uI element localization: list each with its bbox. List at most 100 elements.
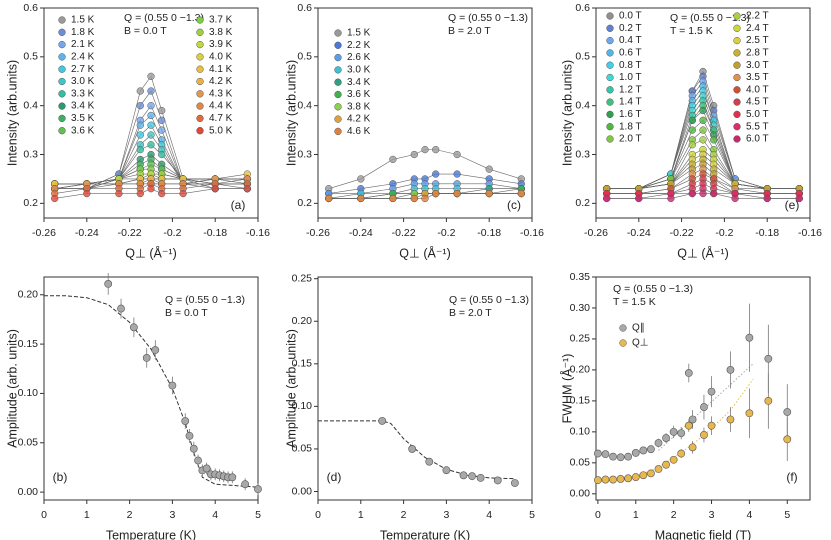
legend-label: 1.6 T xyxy=(619,109,642,120)
data-point xyxy=(631,449,640,457)
data-point xyxy=(745,333,754,342)
legend-label: 4.5 T xyxy=(746,97,769,108)
legend-marker xyxy=(619,324,627,332)
panel-label: (f) xyxy=(786,470,797,484)
annotation: Q = (0.55 0 −1.3) xyxy=(124,12,204,24)
y-tick-label: 0.05 xyxy=(570,457,591,469)
legend-marker xyxy=(58,102,66,110)
legend-label: 3.8 K xyxy=(347,101,371,112)
y-tick-label: 0.20 xyxy=(292,315,313,327)
data-point xyxy=(763,194,771,203)
data-point xyxy=(593,476,602,485)
legend-marker xyxy=(334,53,342,62)
legend-marker xyxy=(58,114,66,123)
y-tick-label: 0.2 xyxy=(297,197,312,209)
data-point xyxy=(117,304,125,313)
legend-marker xyxy=(196,77,204,86)
data-point xyxy=(684,421,693,430)
y-tick-label: 0.20 xyxy=(18,289,39,301)
data-point xyxy=(459,471,468,480)
y-tick-label: 0.00 xyxy=(570,488,591,500)
panel: 0 1 2 3 4 5 0.00 0.05 0.10 0.15 0.20 0.25 Temperatur… xyxy=(284,272,535,540)
data-point xyxy=(485,189,493,198)
y-axis-label: Intensity (arb.units) xyxy=(560,60,574,166)
data-point xyxy=(147,87,155,95)
legend-label: 4.6 K xyxy=(347,126,371,137)
legend-marker xyxy=(606,86,614,94)
data-point xyxy=(688,189,696,198)
data-point xyxy=(710,189,718,198)
data-point xyxy=(168,381,177,390)
x-tick-label: 5 xyxy=(255,509,261,521)
data-point xyxy=(142,354,151,362)
x-tick-label: -0.2 xyxy=(437,227,455,239)
data-point xyxy=(688,126,696,134)
legend-label: 4.3 K xyxy=(209,88,233,99)
data-point xyxy=(325,194,333,203)
legend-marker xyxy=(606,110,614,119)
legend-label: 2.0 T xyxy=(619,134,642,145)
legend-label: 3.0 K xyxy=(71,76,95,87)
data-point xyxy=(783,435,792,444)
legend-label: 5.5 T xyxy=(746,121,769,132)
legend-label: 3.7 K xyxy=(209,15,233,26)
legend-label: 1.5 K xyxy=(347,28,371,39)
data-point xyxy=(699,116,707,124)
data-point xyxy=(493,476,502,485)
x-tick-label: -0.26 xyxy=(584,227,608,239)
data-point xyxy=(432,170,440,178)
data-point xyxy=(726,415,735,424)
data-point xyxy=(669,455,678,464)
data-point xyxy=(158,189,166,198)
data-point xyxy=(357,175,365,183)
data-point xyxy=(136,145,144,154)
y-tick-label: 0.15 xyxy=(18,338,39,350)
legend-marker xyxy=(606,135,614,143)
legend-label: 3.8 K xyxy=(209,27,233,38)
data-point xyxy=(185,431,194,440)
y-tick-label: 0.3 xyxy=(297,148,312,160)
legend-marker xyxy=(733,98,741,106)
legend-marker xyxy=(334,66,342,74)
legend-label: 2.4 K xyxy=(71,52,95,63)
x-tick-label: -0.22 xyxy=(118,227,142,239)
y-tick-label: 0.25 xyxy=(570,333,591,345)
legend-marker xyxy=(733,49,741,57)
data-point xyxy=(151,346,160,354)
legend-label: 2.1 K xyxy=(71,39,95,50)
legend-marker xyxy=(334,41,342,49)
data-point xyxy=(707,421,716,430)
data-point xyxy=(432,189,440,198)
legend-marker xyxy=(619,339,627,347)
panel: 0 1 2 3 4 5 0.00 0.05 0.10 0.15 0.20 0.25 0.30 0.35 Ma… xyxy=(559,271,811,540)
legend-label: 2.4 T xyxy=(746,23,769,34)
data-point xyxy=(254,485,262,494)
x-tick-label: -0.16 xyxy=(798,227,822,239)
data-point xyxy=(764,354,773,363)
annotation: Q = (0.55 0 −1.3) xyxy=(449,294,529,306)
data-point xyxy=(601,450,610,459)
y-tick-label: 0.6 xyxy=(23,2,38,14)
x-tick-label: 0 xyxy=(41,509,47,521)
y-axis-label: Intensity (arb.units) xyxy=(284,60,298,166)
x-axis-label: Q⊥ (Å⁻¹) xyxy=(399,245,451,260)
y-tick-label: 0.15 xyxy=(570,395,591,407)
plot-frame xyxy=(317,7,533,219)
annotation: T = 1.5 K xyxy=(670,25,713,37)
data-point xyxy=(654,465,663,473)
legend-marker xyxy=(334,78,342,86)
x-tick-label: 4 xyxy=(212,509,218,521)
x-tick-label: 1 xyxy=(84,509,90,521)
annotation: B = 2.0 T xyxy=(449,307,492,319)
legend-label: 5.0 T xyxy=(746,109,769,120)
data-point xyxy=(158,126,166,134)
data-point xyxy=(194,456,202,465)
data-point xyxy=(421,145,429,154)
y-tick-label: 0.10 xyxy=(18,387,39,399)
data-point xyxy=(408,445,417,453)
x-tick-label: 1 xyxy=(633,509,639,521)
legend-marker xyxy=(58,65,66,73)
plot-frame xyxy=(595,7,811,219)
data-point xyxy=(202,464,211,473)
panel-label: (b) xyxy=(53,470,68,484)
